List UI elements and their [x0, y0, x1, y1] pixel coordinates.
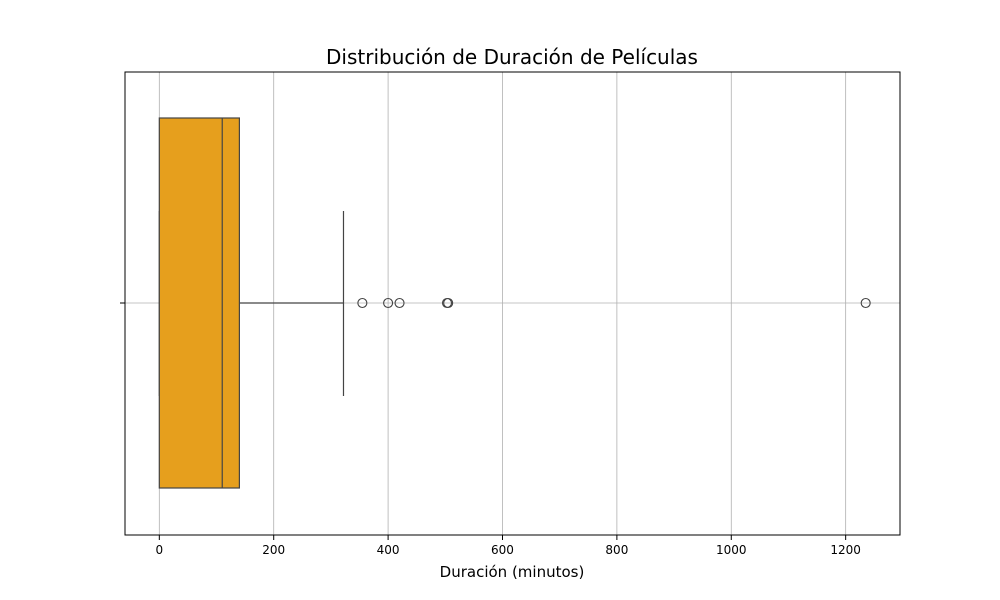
- x-tick-label: 1200: [830, 543, 861, 557]
- x-tick-label: 200: [262, 543, 285, 557]
- outlier-point: [443, 297, 454, 309]
- outlier-point: [357, 297, 368, 309]
- interquartile-box: [158, 117, 240, 489]
- outlier-point: [394, 297, 405, 309]
- x-tick-label: 800: [605, 543, 628, 557]
- x-axis-label: Duración (minutos): [440, 563, 585, 581]
- x-axis-ticks: 0 200 400 600 800 1000 1200: [155, 535, 861, 557]
- outlier-point: [383, 297, 394, 309]
- boxplot: [158, 117, 871, 489]
- chart-title: Distribución de Duración de Películas: [326, 45, 698, 69]
- x-tick-label: 600: [491, 543, 514, 557]
- x-tick-label: 400: [377, 543, 400, 557]
- x-tick-label: 1000: [716, 543, 747, 557]
- outlier-point: [860, 297, 871, 309]
- x-tick-label: 0: [155, 543, 163, 557]
- grid-lines: [125, 72, 900, 535]
